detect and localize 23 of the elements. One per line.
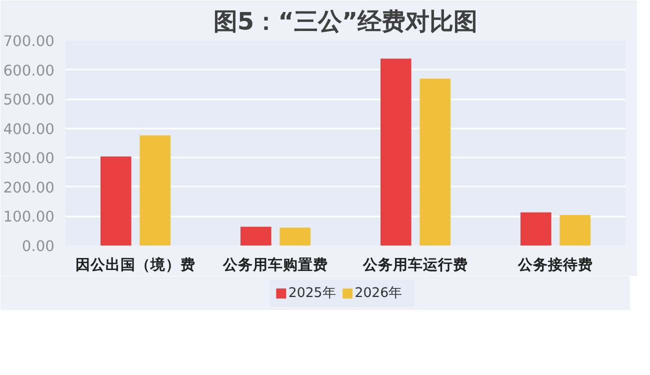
y-tick-label: 300.00: [3, 150, 55, 168]
x-tick-label: 公务用车运行费: [362, 256, 468, 274]
x-tick-label: 公务接待费: [517, 256, 593, 274]
x-tick-label: 公务用车购置费: [222, 256, 328, 274]
bar: [140, 135, 170, 246]
bar: [280, 228, 310, 246]
bar: [380, 58, 412, 246]
legend-label: 2026年: [354, 286, 402, 301]
y-tick-label: 100.00: [3, 208, 55, 226]
y-tick-label: 700.00: [3, 33, 55, 50]
legend-label: 2025年: [288, 286, 336, 301]
bar: [560, 215, 590, 246]
y-tick-label: 0.00: [22, 238, 55, 255]
bar: [520, 212, 552, 246]
chart-title: 图5：“三公”经费对比图: [213, 8, 478, 36]
bar: [420, 78, 450, 246]
y-tick-label: 400.00: [3, 120, 55, 138]
bar: [100, 156, 132, 246]
x-tick-label: 因公出国（境）费: [76, 256, 196, 274]
y-tick-label: 600.00: [3, 62, 55, 80]
bar: [240, 226, 272, 246]
y-tick-label: 500.00: [3, 92, 55, 109]
y-tick-label: 200.00: [3, 179, 55, 196]
